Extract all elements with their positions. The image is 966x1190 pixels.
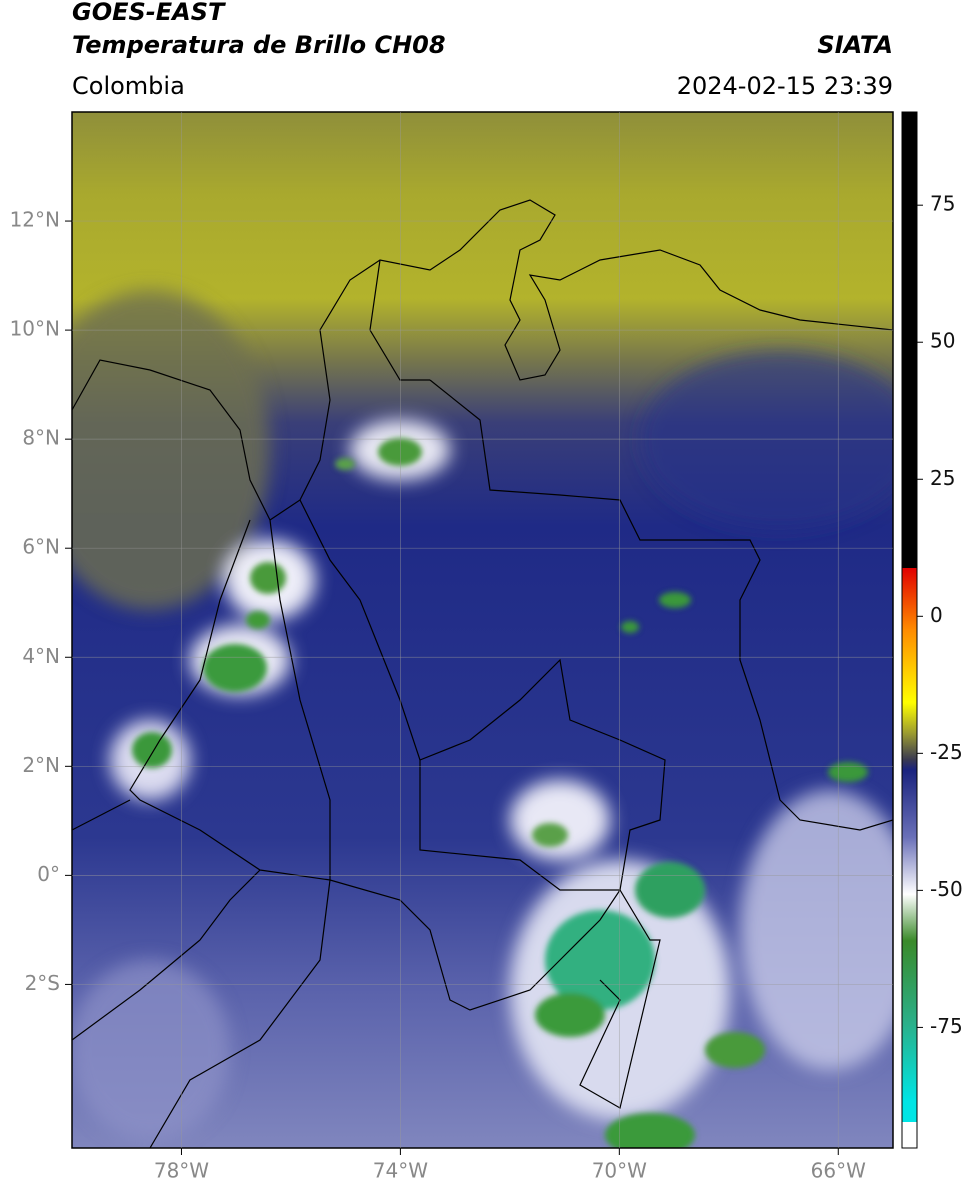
y-tick-label: 0° xyxy=(37,862,60,886)
y-tick-label: 12°N xyxy=(10,208,60,232)
y-tick-label: 4°N xyxy=(22,644,60,668)
x-tick-label: 78°W xyxy=(154,1159,209,1183)
datetime: 2024-02-15 23:39 xyxy=(677,72,893,100)
map-frame xyxy=(71,111,894,1149)
x-tick-label: 74°W xyxy=(373,1159,428,1183)
colorbar-tick-label: -50 xyxy=(930,877,963,901)
y-tick-label: 6°N xyxy=(22,535,60,559)
title: GOES-EAST xyxy=(72,0,226,26)
y-tick-label: 8°N xyxy=(22,426,60,450)
colorbar-tick-label: -75 xyxy=(930,1014,963,1038)
colorbar xyxy=(901,111,918,1149)
colorbar-tick-label: 25 xyxy=(930,466,955,490)
borders xyxy=(72,199,893,1148)
colorbar-tick-label: 50 xyxy=(930,329,955,353)
y-tick-label: 10°N xyxy=(10,317,60,341)
y-tick-label: 2°N xyxy=(22,753,60,777)
satellite-image xyxy=(72,112,893,1148)
source: SIATA xyxy=(817,31,893,59)
colorbar-tick-label: -25 xyxy=(930,740,963,764)
region: Colombia xyxy=(72,72,185,100)
x-tick-label: 66°W xyxy=(811,1159,866,1183)
colorbar-tick-label: 75 xyxy=(930,192,955,216)
colorbar-tick-label: 0 xyxy=(930,603,943,627)
x-tick-label: 70°W xyxy=(592,1159,647,1183)
y-tick-label: 2°S xyxy=(25,971,60,995)
subtitle: Temperatura de Brillo CH08 xyxy=(72,31,446,59)
